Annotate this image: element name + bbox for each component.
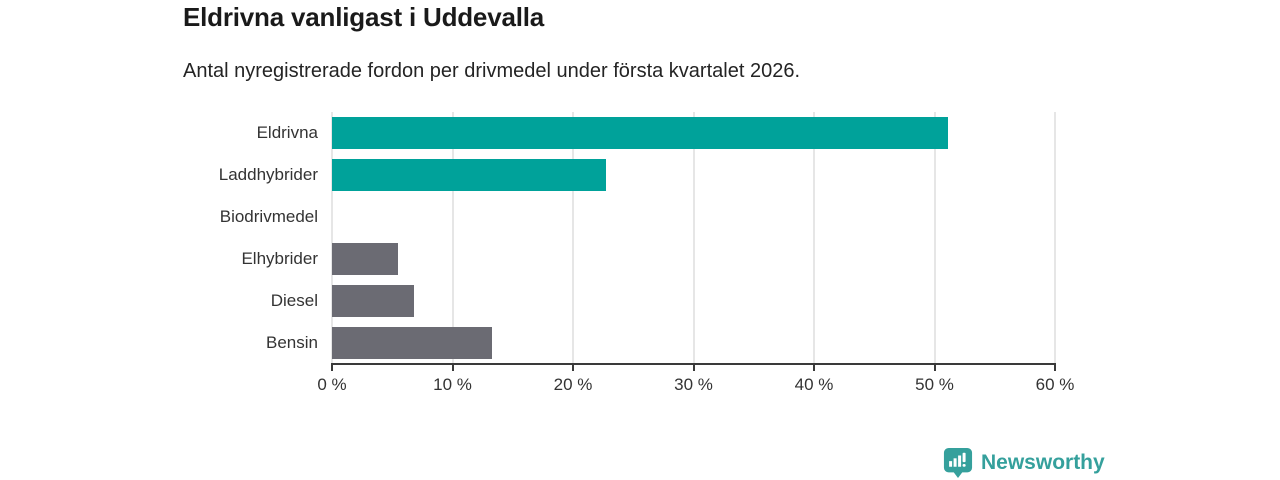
bar-bensin: [332, 327, 493, 359]
x-tick-label: 60 %: [1035, 375, 1075, 394]
x-axis-line: [331, 363, 1056, 365]
gridline: [813, 112, 815, 364]
category-label: Elhybrider: [241, 249, 318, 268]
category-label: Eldrivna: [256, 123, 318, 142]
x-tick-label: 50 %: [915, 375, 954, 394]
gridline: [331, 112, 333, 364]
x-tick-label: 10 %: [433, 375, 472, 394]
x-tick-label: 20 %: [553, 375, 593, 394]
newsworthy-icon: [943, 448, 973, 478]
bar-row: Biodrivmedel: [220, 196, 1055, 238]
gridline: [572, 112, 574, 364]
newsworthy-wordmark: Newsworthy: [981, 451, 1105, 474]
category-label: Bensin: [266, 333, 318, 352]
x-tick-label: 0 %: [317, 375, 347, 394]
category-label: Laddhybrider: [218, 165, 318, 184]
x-tick-mark: [813, 365, 815, 371]
bar-diesel: [332, 285, 414, 317]
gridline: [1054, 112, 1056, 364]
bar-row: Bensin: [266, 322, 1055, 364]
category-label: Biodrivmedel: [219, 207, 318, 226]
gridline: [933, 112, 936, 364]
x-tick-mark: [331, 365, 333, 371]
x-axis: 0 % 10 % 20 % 30 % 40 % 50 % 60 %: [317, 363, 1074, 403]
x-tick-mark: [692, 365, 695, 371]
bar-row: Laddhybrider: [219, 154, 1055, 196]
bar-row: Elhybrider: [241, 238, 1055, 280]
x-tick-mark: [1054, 365, 1056, 371]
x-tick-mark: [933, 365, 936, 371]
bar-row: Diesel: [271, 280, 1055, 322]
bar-eldrivna: [332, 117, 948, 149]
gridline: [692, 112, 695, 364]
x-tick-mark: [572, 365, 574, 371]
chart-subtitle: Antal nyregistrerade fordon per drivmede…: [183, 60, 801, 82]
newsworthy-logo: Newsworthy: [943, 447, 1105, 479]
bar-row: Eldrivna: [257, 112, 1055, 154]
category-label: Diesel: [270, 291, 318, 310]
x-tick-mark: [451, 365, 454, 371]
plot-area: Eldrivna Laddhybrider Biodrivmedel Elhybrid…: [219, 112, 1056, 364]
chart-title: Eldrivna vanligast i Uddevalla: [183, 2, 545, 32]
gridline: [451, 112, 454, 364]
bar-laddhybrider: [332, 159, 606, 191]
x-tick-label: 40 %: [794, 375, 834, 394]
bar-elhybrider: [332, 243, 399, 275]
x-tick-label: 30 %: [674, 375, 713, 394]
